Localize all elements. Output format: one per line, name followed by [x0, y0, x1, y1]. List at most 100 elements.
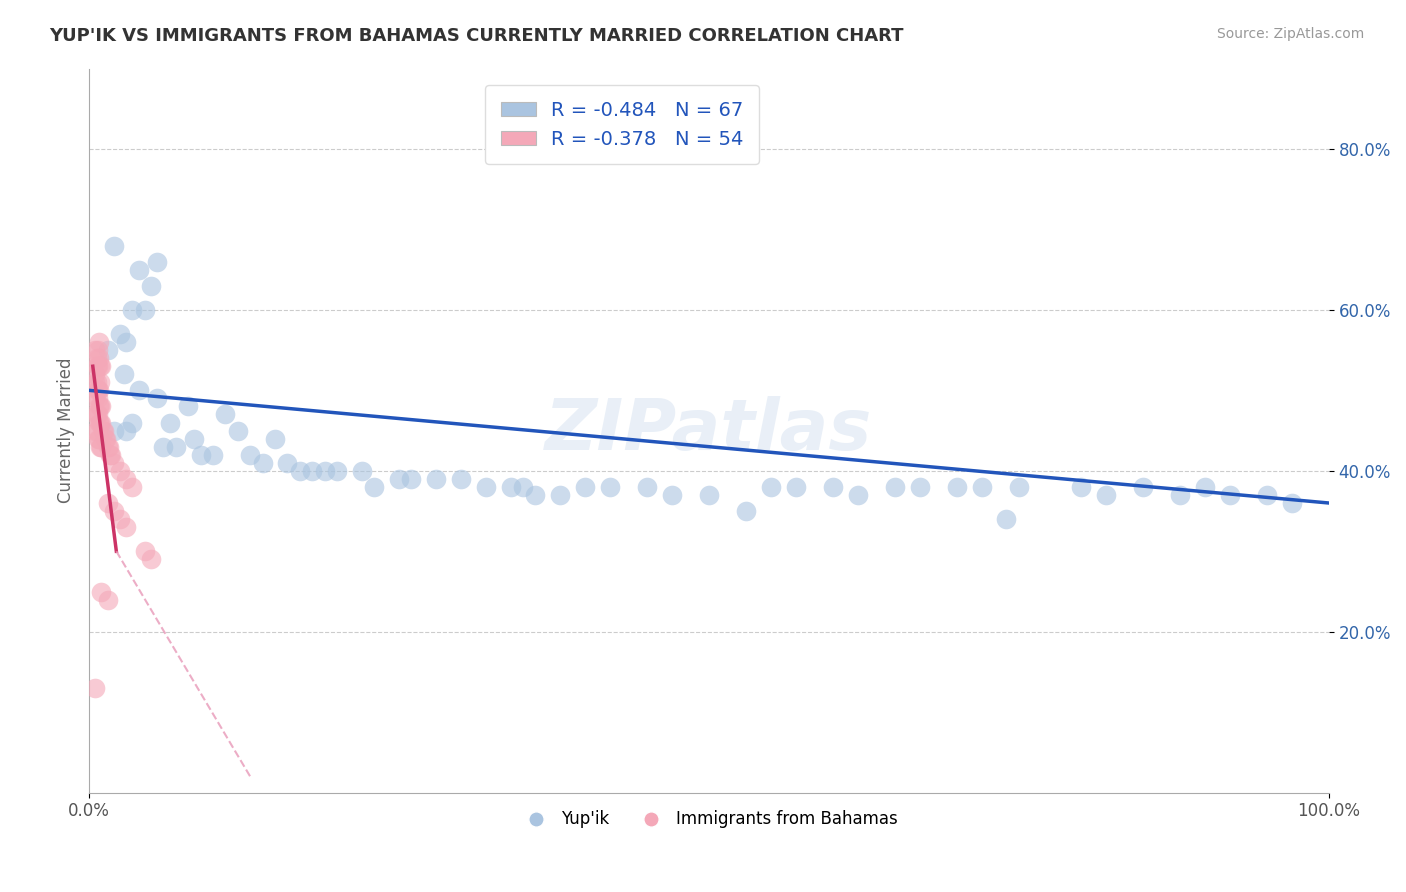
Point: [91, 424, 114, 438]
Point: [1070, 480, 1092, 494]
Point: [599, 480, 621, 494]
Point: [115, 520, 138, 534]
Point: [94, 432, 117, 446]
Point: [276, 456, 298, 470]
Point: [134, 544, 156, 558]
Point: [84, 408, 107, 422]
Point: [87, 384, 110, 398]
Point: [202, 448, 225, 462]
Point: [239, 448, 262, 462]
Point: [87, 400, 110, 414]
Point: [139, 552, 162, 566]
Point: [159, 416, 181, 430]
Point: [970, 480, 993, 494]
Point: [226, 424, 249, 438]
Point: [87, 432, 110, 446]
Point: [121, 302, 143, 317]
Point: [636, 480, 658, 494]
Point: [84, 392, 107, 406]
Point: [190, 448, 212, 462]
Point: [146, 254, 169, 268]
Point: [115, 472, 138, 486]
Point: [108, 464, 131, 478]
Point: [548, 488, 571, 502]
Point: [96, 432, 118, 446]
Point: [108, 326, 131, 341]
Point: [697, 488, 720, 502]
Text: ZIPatlas: ZIPatlas: [546, 396, 873, 465]
Point: [1256, 488, 1278, 502]
Point: [87, 408, 110, 422]
Point: [90, 440, 112, 454]
Text: YUP'IK VS IMMIGRANTS FROM BAHAMAS CURRENTLY MARRIED CORRELATION CHART: YUP'IK VS IMMIGRANTS FROM BAHAMAS CURREN…: [49, 27, 904, 45]
Point: [89, 440, 111, 454]
Point: [115, 334, 138, 349]
Point: [1168, 488, 1191, 502]
Point: [499, 480, 522, 494]
Point: [87, 392, 110, 406]
Point: [93, 424, 115, 438]
Point: [84, 376, 107, 390]
Point: [100, 448, 122, 462]
Point: [363, 480, 385, 494]
Y-axis label: Currently Married: Currently Married: [58, 358, 75, 503]
Point: [86, 408, 108, 422]
Point: [86, 424, 108, 438]
Point: [97, 496, 120, 510]
Point: [512, 480, 534, 494]
Point: [97, 440, 120, 454]
Point: [90, 400, 112, 414]
Point: [883, 480, 905, 494]
Point: [87, 432, 110, 446]
Point: [87, 359, 110, 374]
Point: [165, 440, 187, 454]
Point: [87, 334, 110, 349]
Point: [90, 584, 112, 599]
Point: [121, 480, 143, 494]
Point: [108, 512, 131, 526]
Point: [152, 440, 174, 454]
Point: [103, 424, 125, 438]
Point: [524, 488, 547, 502]
Point: [146, 392, 169, 406]
Point: [87, 416, 110, 430]
Point: [995, 512, 1018, 526]
Point: [86, 376, 108, 390]
Point: [84, 368, 107, 382]
Point: [115, 424, 138, 438]
Point: [177, 400, 200, 414]
Point: [89, 400, 111, 414]
Point: [326, 464, 349, 478]
Point: [86, 384, 108, 398]
Point: [86, 359, 108, 374]
Point: [86, 351, 108, 366]
Point: [1194, 480, 1216, 494]
Point: [475, 480, 498, 494]
Point: [134, 302, 156, 317]
Point: [112, 368, 135, 382]
Point: [84, 681, 107, 695]
Point: [97, 343, 120, 358]
Point: [97, 440, 120, 454]
Point: [946, 480, 969, 494]
Point: [908, 480, 931, 494]
Point: [128, 262, 150, 277]
Point: [264, 432, 287, 446]
Point: [87, 343, 110, 358]
Point: [1219, 488, 1241, 502]
Point: [84, 343, 107, 358]
Point: [214, 408, 236, 422]
Point: [252, 456, 274, 470]
Legend: Yup'ik, Immigrants from Bahamas: Yup'ik, Immigrants from Bahamas: [513, 804, 904, 835]
Point: [288, 464, 311, 478]
Point: [425, 472, 447, 486]
Point: [87, 351, 110, 366]
Point: [98, 448, 121, 462]
Point: [574, 480, 596, 494]
Point: [90, 359, 112, 374]
Point: [121, 416, 143, 430]
Point: [759, 480, 782, 494]
Point: [103, 238, 125, 252]
Point: [87, 384, 110, 398]
Point: [314, 464, 336, 478]
